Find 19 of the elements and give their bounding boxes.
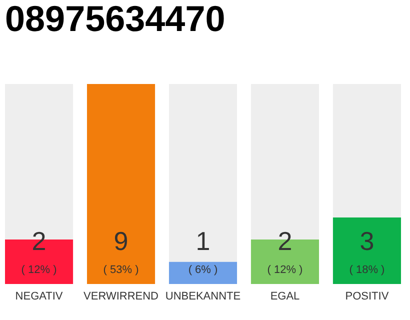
annotation: ( 12% ) bbox=[21, 264, 57, 276]
annotation: ( 53% ) bbox=[103, 264, 139, 276]
bar bbox=[332, 217, 401, 284]
bar bbox=[168, 84, 238, 262]
x-tick-label: EGAL bbox=[270, 290, 300, 302]
bar bbox=[168, 262, 238, 284]
chart-title: 08975634470 bbox=[5, 0, 226, 39]
x-tick-label: VERWIRREND bbox=[84, 290, 159, 302]
x-tick-label: UNBEKANNTE bbox=[165, 290, 241, 302]
annotation: ( 18% ) bbox=[349, 264, 385, 276]
annotation: ( 12% ) bbox=[267, 264, 303, 276]
annotation: ( 6% ) bbox=[188, 264, 218, 276]
data-label: 9 bbox=[114, 226, 128, 256]
bar bbox=[86, 84, 156, 284]
x-tick-label: NEGATIV bbox=[15, 290, 64, 302]
bar bbox=[332, 84, 401, 218]
data-label: 3 bbox=[360, 226, 374, 256]
x-tick-label: POSITIV bbox=[345, 290, 390, 302]
data-label: 1 bbox=[196, 226, 210, 256]
